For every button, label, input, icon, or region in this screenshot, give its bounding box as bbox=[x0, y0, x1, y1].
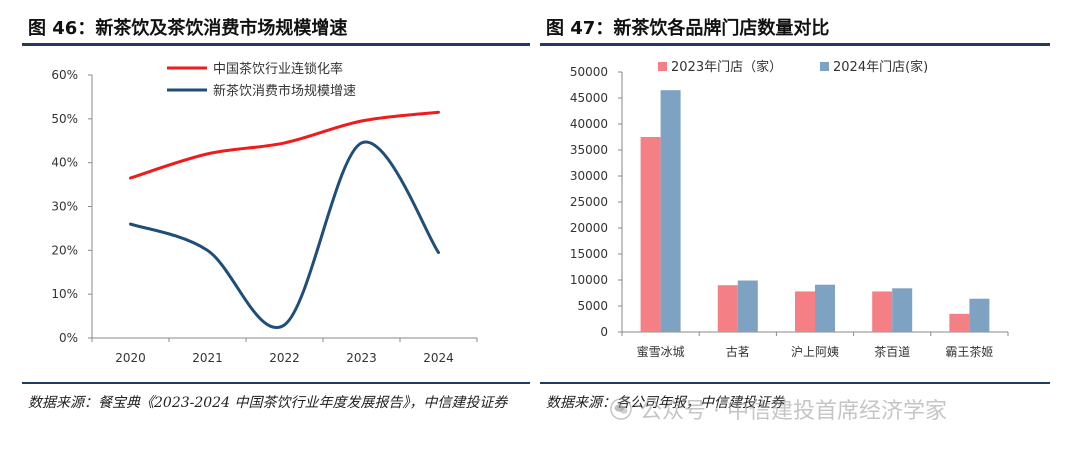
category-label: 茶百道 bbox=[874, 344, 910, 359]
category-label: 蜜雪冰城 bbox=[637, 344, 685, 359]
y-tick-label: 45000 bbox=[570, 91, 608, 105]
x-tick-label: 2020 bbox=[115, 351, 146, 365]
bar-2024 bbox=[660, 90, 681, 332]
y-tick-label: 40000 bbox=[570, 117, 608, 131]
bar-2023 bbox=[640, 137, 661, 332]
watermark: 公众号 · 中信建投首席经济学家 bbox=[610, 393, 947, 425]
x-tick-label: 2022 bbox=[269, 351, 300, 365]
x-tick-label: 2021 bbox=[192, 351, 223, 365]
right-chart-title: 图 47：新茶饮各品牌门店数量对比 bbox=[546, 18, 830, 39]
wechat-icon bbox=[610, 398, 632, 420]
legend-label-market-growth: 新茶饮消费市场规模增速 bbox=[213, 83, 356, 99]
y-tick-label: 10000 bbox=[570, 273, 608, 287]
bar-2023 bbox=[949, 313, 970, 332]
category-label: 古茗 bbox=[726, 344, 750, 359]
x-tick-label: 2023 bbox=[346, 351, 377, 365]
right-title-rule bbox=[540, 43, 1050, 46]
y-tick-label: 30000 bbox=[570, 169, 608, 183]
bar-2024 bbox=[892, 288, 913, 332]
y-tick-label: 50000 bbox=[570, 65, 608, 79]
bar-chart: 0 5000 10000 15000 20000 25000 30000 35000 40000… bbox=[570, 59, 1009, 359]
line-chart: 0% 10% 20% 30% 40% 50% 60% 2020 2021 2022 2023 2024… bbox=[51, 61, 478, 365]
y-tick-label: 20% bbox=[51, 243, 78, 257]
y-tick-label: 15000 bbox=[570, 247, 608, 261]
category-label: 沪上阿姨 bbox=[791, 345, 839, 359]
left-source-note: 数据来源：餐宝典《2023-2024 中国茶饮行业年度发展报告》，中信建投证券 bbox=[28, 395, 508, 411]
y-tick-label: 35000 bbox=[570, 143, 608, 157]
legend-label-2023: 2023年门店（家） bbox=[671, 59, 782, 75]
y-tick-label: 10% bbox=[51, 287, 78, 301]
bar-2024 bbox=[969, 298, 990, 332]
y-tick-label: 0 bbox=[600, 325, 608, 339]
left-chart-title: 图 46：新茶饮及茶饮消费市场规模增速 bbox=[28, 18, 348, 39]
bar-2023 bbox=[717, 285, 738, 332]
legend-swatch-2023 bbox=[658, 62, 667, 71]
series-line-market-growth bbox=[129, 140, 440, 329]
series-line-chain-rate bbox=[129, 110, 440, 180]
y-tick-label: 0% bbox=[59, 331, 78, 345]
y-tick-label: 50% bbox=[51, 112, 78, 126]
y-tick-label: 25000 bbox=[570, 195, 608, 209]
x-tick-label: 2024 bbox=[423, 351, 454, 365]
legend-swatch-2024 bbox=[820, 62, 829, 71]
y-tick-label: 20000 bbox=[570, 221, 608, 235]
right-source-note: 数据来源：各公司年报，中信建投证券 bbox=[546, 395, 784, 411]
left-title-rule bbox=[22, 43, 530, 46]
legend-label-chain-rate: 中国茶饮行业连锁化率 bbox=[213, 61, 343, 77]
category-label: 霸王茶姬 bbox=[945, 344, 993, 359]
right-source-rule bbox=[540, 382, 1050, 384]
left-source-rule bbox=[22, 382, 530, 384]
y-tick-label: 40% bbox=[51, 156, 78, 170]
y-tick-label: 60% bbox=[51, 68, 78, 82]
y-tick-label: 30% bbox=[51, 200, 78, 214]
bar-2024 bbox=[737, 280, 758, 332]
bar-2023 bbox=[795, 291, 815, 332]
bar-2023 bbox=[872, 291, 893, 332]
bar-2024 bbox=[815, 284, 835, 332]
y-tick-label: 5000 bbox=[577, 299, 608, 313]
watermark-text: 公众号 · 中信建投首席经济学家 bbox=[640, 399, 947, 424]
legend-label-2024: 2024年门店(家) bbox=[833, 59, 928, 75]
